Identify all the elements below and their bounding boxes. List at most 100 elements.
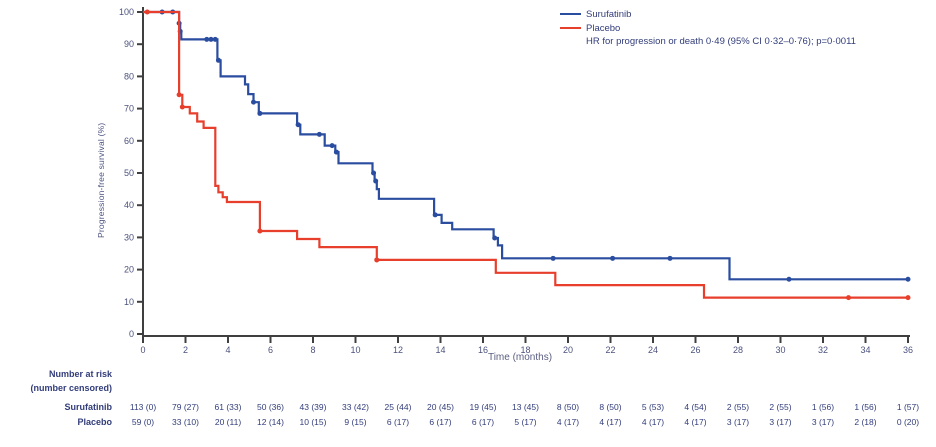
surufatinib-censor-mark [295, 122, 301, 128]
y-tick-label: 40 [124, 200, 134, 210]
legend-item-placebo: Placebo [560, 21, 856, 35]
x-tick-label: 16 [478, 345, 488, 355]
x-tick-label: 30 [775, 345, 785, 355]
x-axis-label: Time (months) [487, 352, 553, 363]
legend: Surufatinib Placebo HR for progression o… [560, 7, 856, 47]
x-tick-label: 34 [860, 345, 870, 355]
placebo-censor-mark [846, 295, 851, 301]
y-tick-label: 30 [124, 232, 134, 242]
surufatinib-survival-curve [143, 10, 908, 281]
risk-count-cell: 50 (36) [257, 402, 284, 412]
y-tick-label: 10 [124, 297, 134, 307]
risk-count-cell: 2 (18) [854, 417, 877, 427]
x-tick-label: 20 [563, 345, 573, 355]
risk-count-cell: 1 (57) [896, 402, 920, 412]
surufatinib-censor-mark [905, 276, 911, 282]
risk-count-cell: 4 (17) [556, 417, 580, 427]
x-tick-label: 36 [903, 345, 913, 355]
risk-count-cell: 4 (17) [641, 417, 665, 427]
risk-count-cell: 3 (17) [726, 417, 750, 427]
hazard-ratio-annotation: HR for progression or death 0·49 (95% CI… [586, 36, 856, 47]
y-tick-label: 70 [124, 104, 134, 114]
x-tick-label: 10 [350, 345, 360, 355]
x-tick-label: 14 [435, 345, 445, 355]
surufatinib-censor-mark [251, 99, 256, 105]
surufatinib-line-swatch [560, 12, 581, 16]
y-tick-label: 50 [124, 168, 134, 178]
y-tick-label: 90 [124, 39, 134, 49]
x-tick-label: 24 [648, 345, 658, 355]
surufatinib-censor-mark [492, 235, 498, 241]
risk-count-cell: 10 (15) [299, 417, 327, 427]
risk-count-cell: 20 (11) [214, 417, 242, 427]
surufatinib-censor-mark [550, 255, 556, 261]
x-tick-label: 8 [310, 345, 315, 355]
x-tick-label: 2 [183, 345, 188, 355]
placebo-line-swatch [560, 26, 581, 30]
y-tick-label: 100 [119, 7, 134, 17]
placebo-survival-curve [143, 10, 908, 299]
risk-count-cell: 4 (17) [599, 417, 622, 427]
risk-count-cell: 25 (44) [384, 402, 412, 412]
risk-row-label-surufatinib: Surufatinib [64, 402, 113, 412]
x-tick-label: 22 [605, 345, 615, 355]
x-tick-label: 18 [520, 345, 530, 355]
placebo-censor-mark [374, 257, 380, 263]
y-tick-label: 20 [124, 265, 134, 275]
x-tick-label: 26 [690, 345, 700, 355]
surufatinib-censor-mark [329, 143, 335, 149]
risk-count-cell: 43 (39) [299, 402, 327, 412]
risk-count-cell: 33 (10) [172, 417, 199, 427]
y-tick-label: 60 [124, 136, 134, 146]
risk-count-cell: 9 (15) [344, 417, 367, 427]
risk-row-label-placebo: Placebo [77, 417, 112, 427]
risk-count-cell: 6 (17) [429, 417, 452, 427]
surufatinib-censor-mark [212, 36, 218, 42]
risk-count-cell: 59 (0) [131, 417, 155, 427]
surufatinib-censor-mark [257, 110, 263, 116]
risk-count-cell: 5 (17) [514, 417, 537, 427]
surufatinib-censor-mark [316, 131, 322, 137]
risk-table-header-line1: Number at risk [48, 369, 112, 379]
legend-item-surufatinib: Surufatinib [560, 7, 856, 21]
surufatinib-censor-mark [204, 36, 210, 42]
risk-count-cell: 113 (0) [129, 402, 157, 412]
legend-label-surufatinib: Surufatinib [586, 8, 632, 20]
risk-count-cell: 0 (20) [896, 417, 920, 427]
placebo-censor-mark [257, 228, 263, 234]
risk-count-cell: 12 (14) [257, 417, 284, 427]
x-tick-label: 6 [268, 345, 273, 355]
x-tick-label: 32 [818, 345, 828, 355]
risk-count-cell: 3 (17) [811, 417, 835, 427]
y-tick-label: 0 [129, 329, 134, 339]
surufatinib-censor-mark [667, 255, 673, 261]
y-tick-label: 80 [124, 71, 134, 81]
risk-count-cell: 6 (17) [386, 417, 410, 427]
placebo-censor-mark [905, 295, 911, 301]
x-tick-label: 12 [393, 345, 403, 355]
surufatinib-censor-mark [373, 178, 379, 184]
placebo-censor-mark [179, 104, 185, 110]
risk-count-cell: 79 (27) [172, 402, 199, 412]
risk-count-cell: 13 (45) [512, 402, 539, 412]
placebo-censor-mark [144, 9, 150, 15]
risk-count-cell: 6 (17) [471, 417, 495, 427]
y-axis-label: Progression-free survival (%) [96, 122, 106, 238]
surufatinib-censor-mark [610, 255, 616, 261]
risk-count-cell: 5 (53) [641, 402, 665, 412]
risk-count-cell: 19 (45) [469, 402, 497, 412]
risk-count-cell: 1 (56) [854, 402, 877, 412]
surufatinib-censor-mark [371, 170, 377, 176]
risk-count-cell: 20 (45) [427, 402, 454, 412]
risk-count-cell: 2 (55) [769, 402, 792, 412]
placebo-censor-mark [176, 92, 182, 98]
risk-count-cell: 2 (55) [726, 402, 750, 412]
x-tick-label: 4 [225, 345, 230, 355]
surufatinib-censor-mark [215, 57, 221, 63]
risk-count-cell: 8 (50) [556, 402, 580, 412]
risk-count-cell: 4 (17) [684, 417, 707, 427]
surufatinib-censor-mark [432, 212, 438, 218]
risk-table-header-line2: (number censored) [30, 383, 112, 393]
